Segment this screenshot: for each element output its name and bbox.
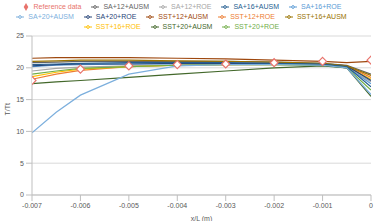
html-text:SA+12+AUSM: SA+12+AUSM [103,3,149,10]
html-text:Reference data: Reference data [33,3,82,10]
svg-text:-0.007: -0.007 [22,202,42,209]
svg-text:20: 20 [16,64,24,71]
svg-text:x/L (m): x/L (m) [191,215,213,221]
html-text:SST+16+AUSM: SST+16+AUSM [296,13,347,20]
svg-text:0: 0 [20,191,24,198]
svg-text:15: 15 [16,96,24,103]
svg-text:25: 25 [16,32,24,39]
svg-text:-0.003: -0.003 [216,202,236,209]
svg-text:-0.002: -0.002 [264,202,284,209]
html-text:SA+20+AUSM: SA+20+AUSM [28,13,74,20]
svg-text:-0.006: -0.006 [70,202,90,209]
html-text:SST+20+AUSM: SST+20+AUSM [162,23,213,30]
svg-text:10: 10 [16,128,24,135]
html-text:SA+16+AUSM: SA+16+AUSM [233,3,279,10]
html-text:SST+20+ROE: SST+20+ROE [234,23,280,30]
html-text:SA+16+ROE: SA+16+ROE [301,3,342,10]
html-text:SA+12+ROE: SA+12+ROE [171,3,212,10]
html-text:SST+12+ROE: SST+12+ROE [230,13,275,20]
svg-text:T/Tt: T/Tt [8,103,11,115]
svg-text:5: 5 [20,160,24,167]
svg-text:-0.004: -0.004 [167,202,187,209]
svg-text:0: 0 [369,202,373,209]
html-text:SST+12+AUSM: SST+12+AUSM [158,13,209,20]
svg-text:-0.001: -0.001 [313,202,333,209]
svg-text:-0.005: -0.005 [119,202,139,209]
html-text:SA+20+ROE: SA+20+ROE [95,13,137,20]
html-text:SST+16+ROE: SST+16+ROE [95,23,141,30]
